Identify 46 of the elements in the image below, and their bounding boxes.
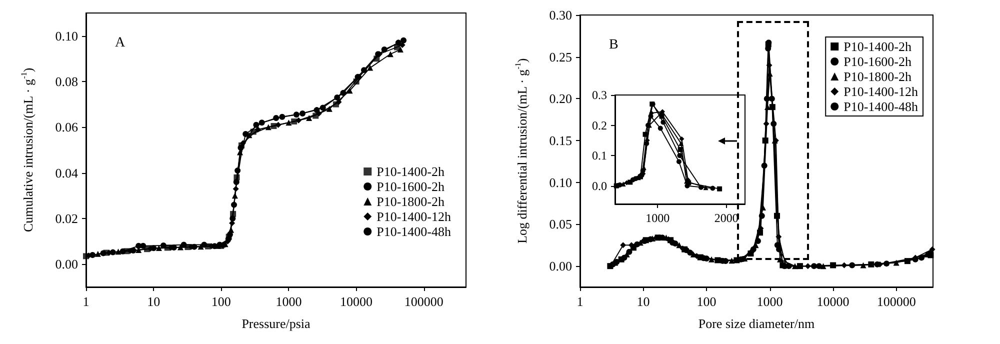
legend-label: P10-1600-2h [376, 179, 445, 194]
y-tick-label: 0.04 [55, 165, 78, 180]
y-tick-label: 0.3 [592, 88, 607, 102]
text: B [609, 38, 618, 52]
x-tick-label: 100000 [404, 294, 444, 309]
y-axis-title: Cumulative intrusion/(mL · g-1) [20, 68, 36, 232]
x-tick-label: 100 [211, 294, 231, 309]
y-tick-label: 0.20 [549, 91, 572, 106]
x-tick-label: 10000 [816, 294, 850, 309]
legend-label: P10-1800-2h [376, 194, 445, 209]
y-tick-label: 0.1 [592, 148, 607, 163]
legend-label: P10-1400-48h [376, 224, 452, 239]
legend-label: P10-1400-48h [844, 99, 918, 114]
x-tick-label: 10 [147, 294, 160, 309]
x-tick-label: 1 [576, 294, 584, 309]
y-tick-label: 0.00 [55, 256, 78, 272]
x-tick-label: 1000 [276, 294, 302, 309]
y-axis-title: Log differential intrusion/(mL · g-1) [514, 58, 530, 244]
y-tick-label: 0.15 [549, 133, 572, 148]
y-tick-label: 0.0 [592, 178, 607, 193]
y-tick-label: 0.30 [549, 8, 572, 22]
x-tick-label: 100000 [876, 294, 916, 309]
x-tick-label: 1000 [756, 294, 783, 309]
y-tick-label: 0.06 [55, 120, 78, 135]
y-tick-label: 0.02 [55, 211, 78, 226]
y-tick-label: 0.08 [55, 74, 78, 89]
legend-label: P10-1400-2h [376, 164, 445, 179]
y-tick-label: 0.10 [549, 174, 572, 190]
legend-label: P10-1400-12h [376, 209, 452, 224]
legend-label: P10-1400-2h [844, 39, 912, 54]
x-tick-label: 1 [82, 294, 90, 309]
x-axis-title: Pressure/psia [242, 316, 311, 331]
legend-label: P10-1400-12h [844, 84, 918, 99]
text: A [115, 36, 126, 50]
y-tick-label: 0.00 [549, 258, 572, 274]
x-tick-label: 100 [696, 294, 716, 309]
x-tick-label: 1000 [646, 211, 670, 225]
legend-label: P10-1800-2h [844, 69, 912, 84]
y-tick-label: 0.25 [549, 49, 572, 64]
y-tick-label: 0.10 [55, 28, 78, 44]
x-axis-title: Pore size diameter/nm [698, 316, 815, 331]
x-tick-label: 10 [636, 294, 650, 309]
y-tick-label: 0.05 [549, 216, 572, 232]
x-tick-label: 10000 [340, 294, 373, 309]
y-tick-label: 0.2 [592, 118, 607, 132]
legend-label: P10-1600-2h [844, 54, 912, 69]
